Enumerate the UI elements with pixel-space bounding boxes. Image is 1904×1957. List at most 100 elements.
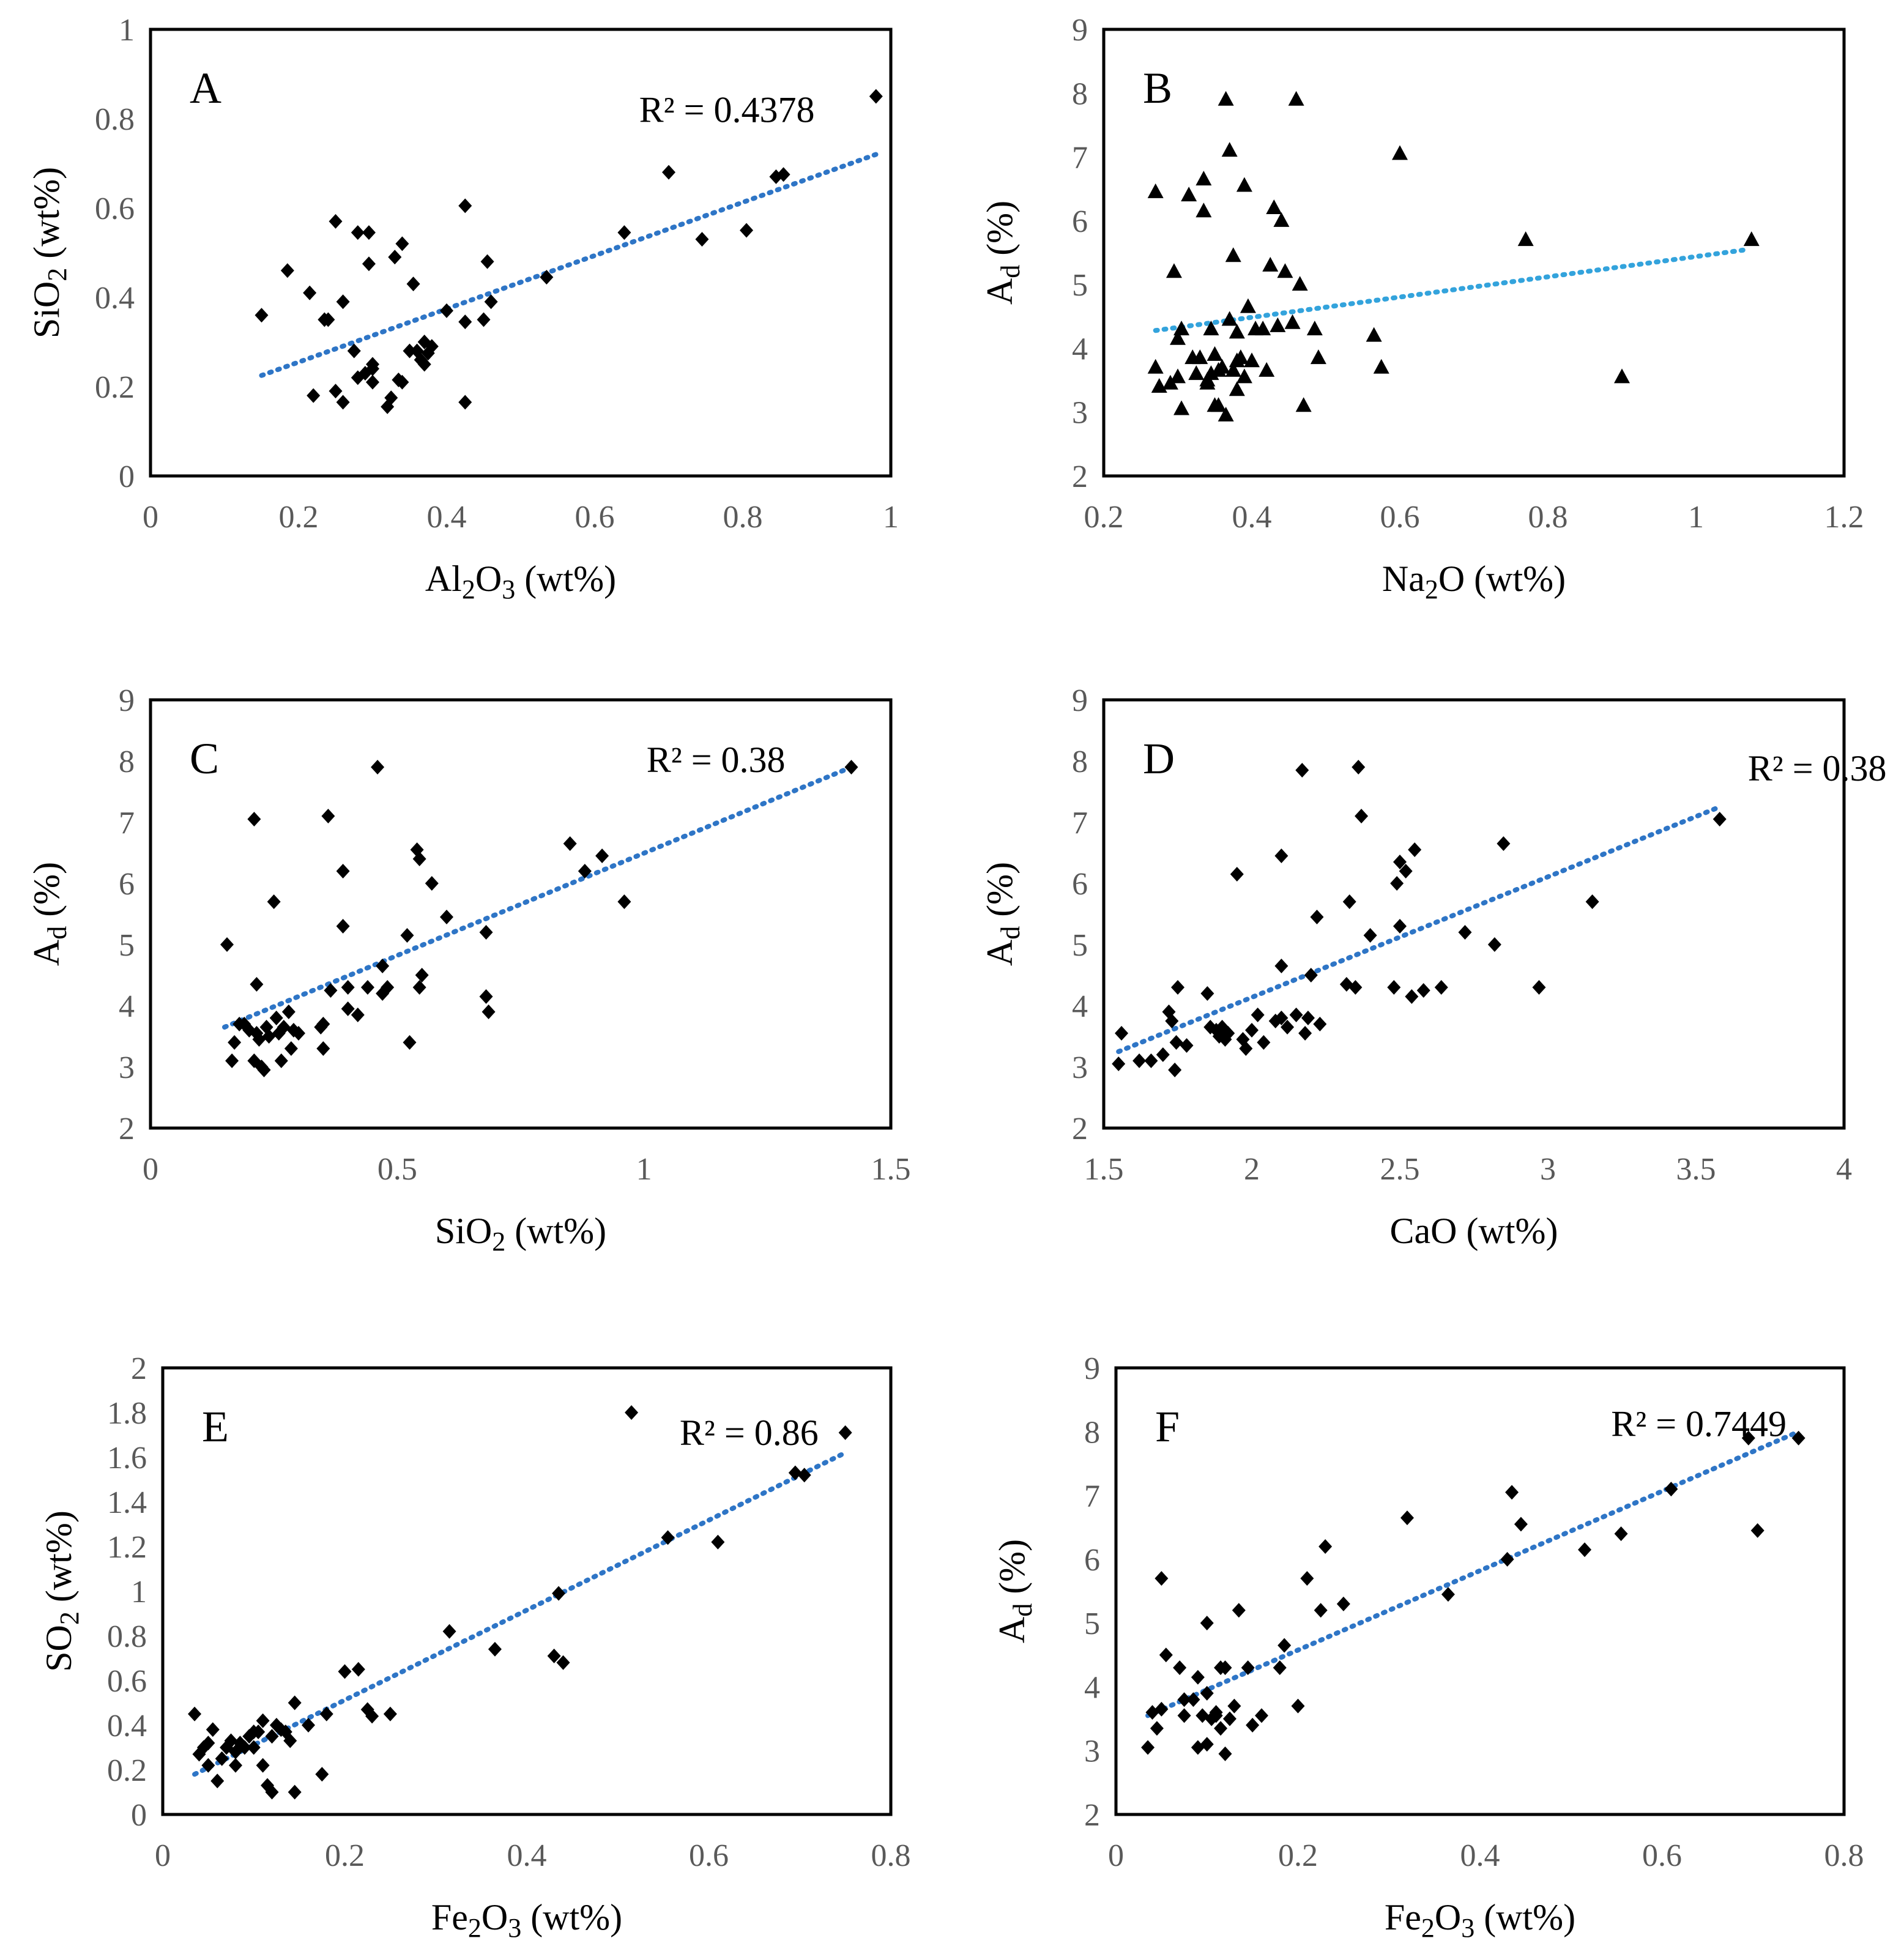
data-point	[1150, 1721, 1164, 1736]
data-point	[1291, 1698, 1305, 1714]
x-tick-label: 1	[883, 500, 899, 535]
data-point	[1273, 212, 1290, 227]
r-squared-label-e: R² = 0.86	[680, 1413, 819, 1453]
data-point	[351, 1662, 365, 1677]
y-tick-label: 6	[1084, 1543, 1100, 1578]
data-point	[406, 277, 420, 292]
data-point	[376, 959, 390, 973]
x-axis-label-c: SiO2 (wt%)	[435, 1211, 606, 1257]
y-tick-label: 3	[1084, 1734, 1100, 1769]
data-point	[442, 1624, 456, 1639]
data-point	[484, 294, 498, 310]
chart-panel-c: 0 0.5 1 1.5 2 3 4 5 6 7 8 9 SiO2 (wt%) Ad (%) C R² = 0.…	[26, 683, 911, 1257]
trendline-f	[1145, 1429, 1801, 1718]
data-point	[1221, 142, 1238, 157]
data-point	[338, 1664, 352, 1679]
data-point	[1255, 1708, 1268, 1723]
data-point	[1295, 397, 1312, 412]
data-point	[329, 214, 343, 229]
data-point	[265, 1729, 279, 1744]
data-point	[1165, 1014, 1179, 1028]
y-tick-label: 4	[1072, 332, 1088, 366]
data-point	[1405, 989, 1419, 1004]
trendline-e	[192, 1450, 848, 1777]
y-tick-label: 9	[119, 683, 135, 718]
data-point	[303, 285, 317, 300]
data-point	[362, 225, 376, 240]
data-point	[1387, 980, 1401, 995]
data-point	[1712, 812, 1727, 826]
data-point	[1214, 358, 1230, 374]
data-point	[1144, 1053, 1158, 1068]
data-point	[1196, 171, 1212, 186]
data-point	[1288, 91, 1304, 106]
data-point	[1218, 91, 1234, 106]
data-point	[1363, 928, 1377, 943]
data-point	[281, 1004, 296, 1019]
data-point	[1229, 324, 1245, 339]
data-point	[1304, 968, 1318, 982]
y-tick-label: 7	[119, 806, 135, 841]
data-point	[1743, 231, 1760, 247]
y-tick-label: 3	[119, 1050, 135, 1085]
data-point	[1203, 321, 1219, 336]
data-point	[1240, 298, 1256, 313]
data-point	[1169, 1035, 1183, 1050]
data-point	[1236, 368, 1252, 384]
data-point	[1155, 1571, 1169, 1586]
y-axis-label-d: Ad (%)	[980, 862, 1025, 966]
data-point	[1218, 1660, 1232, 1676]
plot-frame-d	[1102, 698, 1846, 1130]
data-point	[1246, 1718, 1260, 1732]
data-point	[1274, 849, 1289, 863]
y-tick-label: 1.2	[107, 1530, 147, 1565]
data-point	[371, 760, 385, 774]
data-point	[1392, 145, 1408, 160]
data-point	[288, 1695, 302, 1710]
y-tick-label: 6	[1072, 204, 1088, 239]
r-squared-label-f: R² = 0.7449	[1611, 1403, 1787, 1444]
data-point	[1306, 321, 1323, 336]
data-point	[336, 919, 350, 934]
data-point	[740, 223, 754, 238]
data-point	[1791, 1430, 1805, 1446]
y-tick-label: 9	[1084, 1351, 1100, 1386]
data-point	[482, 1004, 496, 1019]
data-point	[265, 1784, 279, 1800]
data-point	[578, 864, 592, 878]
data-point	[1348, 980, 1363, 995]
data-point	[403, 1035, 417, 1050]
data-point	[1225, 247, 1241, 262]
y-tick-label: 2	[1084, 1798, 1100, 1833]
data-point	[1180, 1038, 1194, 1053]
data-point	[1313, 1017, 1327, 1031]
data-point	[1147, 183, 1164, 198]
x-axis-label-b: Na2O (wt%)	[1382, 559, 1566, 604]
data-point	[1277, 263, 1293, 278]
data-point	[1236, 177, 1252, 192]
data-point	[1200, 1616, 1214, 1631]
y-tick-label: 7	[1072, 806, 1088, 841]
x-tick-label: 1	[1688, 500, 1704, 535]
data-point	[1170, 368, 1186, 384]
data-point	[267, 894, 281, 909]
data-point	[869, 89, 883, 104]
data-point	[1408, 842, 1422, 857]
data-point	[844, 760, 858, 774]
data-point	[277, 1020, 291, 1034]
y-tick-label: 0.6	[107, 1664, 147, 1699]
y-tick-label: 4	[119, 989, 135, 1024]
data-point	[1262, 256, 1279, 272]
data-point	[1171, 980, 1184, 995]
y-tick-label: 3	[1072, 396, 1088, 431]
data-point	[1196, 202, 1212, 218]
data-point	[625, 1405, 639, 1420]
data-point	[336, 294, 350, 310]
data-point	[788, 1465, 802, 1480]
data-point	[617, 894, 631, 909]
y-tick-label: 1	[131, 1575, 147, 1610]
x-tick-label: 2	[1244, 1152, 1260, 1187]
y-tick-label: 1.8	[107, 1396, 147, 1431]
